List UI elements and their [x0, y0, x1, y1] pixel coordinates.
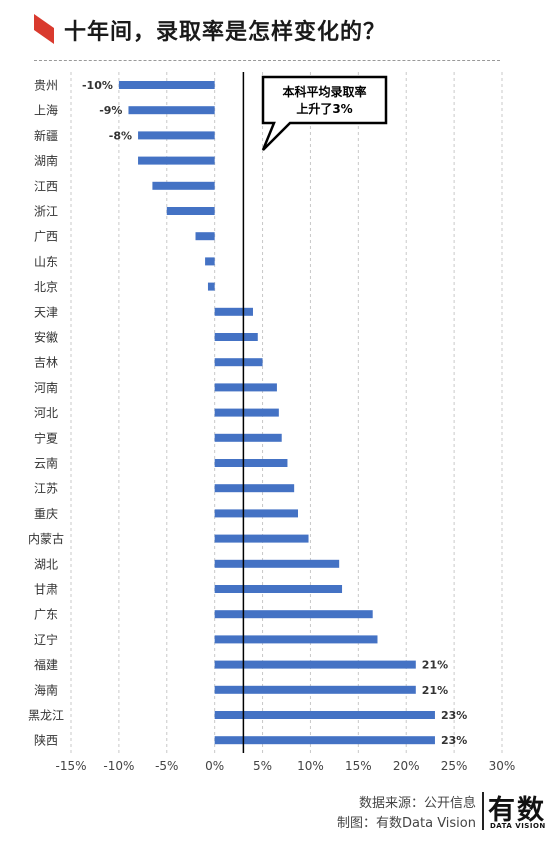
callout-box	[261, 75, 388, 151]
category-label: 天津	[34, 305, 58, 319]
data-label: 23%	[441, 709, 467, 722]
bar	[214, 383, 277, 392]
category-label: 安徽	[34, 330, 58, 345]
data-label: 23%	[441, 734, 467, 747]
bar	[138, 131, 215, 140]
data-labels: -10% -9% -8% 21% 21% 23% 23%	[82, 79, 467, 747]
grid-lines	[70, 72, 503, 753]
brand-logo-subtitle: DATA VISION	[490, 822, 546, 830]
brand-logo: 有数	[488, 795, 546, 826]
x-tick-label: -5%	[155, 759, 178, 773]
category-label: 湖北	[34, 556, 58, 571]
callout-text-line2: 上升了3%	[296, 101, 352, 116]
category-label: 上海	[34, 103, 58, 118]
data-label: 21%	[422, 659, 448, 672]
category-label: 重庆	[34, 507, 58, 521]
category-label: 陕西	[34, 733, 58, 748]
bar	[214, 534, 309, 543]
data-label: -10%	[82, 79, 113, 92]
bar	[214, 358, 263, 367]
bar	[214, 433, 282, 442]
bar	[128, 106, 215, 115]
bar	[118, 81, 215, 89]
page-title: 十年间，录取率是怎样变化的？	[64, 20, 387, 45]
bar	[214, 635, 378, 644]
bar	[152, 181, 215, 190]
callout-text-line1: 本科平均录取率	[282, 84, 366, 99]
bar	[214, 484, 295, 493]
category-label: 浙江	[34, 205, 58, 219]
bars	[118, 81, 435, 745]
bar	[205, 257, 215, 266]
x-tick-label: 30%	[489, 759, 516, 773]
bar	[214, 459, 288, 467]
category-label: 海南	[34, 682, 58, 697]
category-label: 广东	[34, 608, 58, 622]
category-label: 宁夏	[34, 430, 58, 445]
category-label: 新疆	[34, 128, 58, 143]
x-tick-label: 5%	[253, 759, 272, 773]
x-tick-label: 20%	[393, 759, 420, 773]
bar	[214, 333, 258, 341]
data-label: -9%	[99, 104, 122, 117]
category-label: 山东	[34, 255, 58, 269]
category-label: 湖南	[34, 153, 58, 168]
x-tick-label: -15%	[55, 759, 86, 773]
category-label: 广西	[34, 230, 58, 244]
bar	[214, 307, 253, 316]
bar	[214, 685, 416, 694]
source-note: 数据来源：公开信息	[358, 796, 476, 811]
x-tick-label: 0%	[205, 759, 224, 773]
title-divider	[34, 60, 500, 61]
bar	[214, 408, 279, 417]
category-label: 贵州	[34, 79, 58, 93]
category-label: 云南	[34, 456, 58, 471]
bar	[207, 282, 215, 291]
bar	[214, 585, 343, 593]
bar	[214, 610, 373, 619]
bar	[214, 660, 416, 669]
category-label: 内蒙古	[28, 531, 64, 546]
bar	[195, 232, 215, 241]
category-label: 北京	[34, 280, 58, 294]
category-label: 黑龙江	[28, 709, 64, 723]
bar	[214, 736, 435, 745]
bar	[166, 207, 215, 215]
category-label: 辽宁	[34, 632, 58, 647]
category-label: 河北	[34, 406, 58, 420]
category-label: 甘肃	[34, 583, 58, 597]
data-label: -8%	[109, 129, 132, 142]
bar	[214, 711, 435, 719]
data-label: 21%	[422, 684, 448, 697]
category-label: 吉林	[34, 356, 58, 370]
logo-divider	[482, 792, 484, 830]
category-labels: 贵州上海新疆湖南江西浙江广西山东北京天津安徽吉林河南河北宁夏云南江苏重庆内蒙古湖…	[28, 79, 64, 748]
x-tick-label: 15%	[345, 759, 372, 773]
credit-note: 制图：有数Data Vision	[337, 816, 476, 831]
x-tick-label: 25%	[441, 759, 468, 773]
x-tick-label: -10%	[103, 759, 134, 773]
category-label: 河南	[34, 380, 58, 395]
bar	[214, 509, 298, 518]
bar	[138, 156, 215, 165]
bar	[214, 559, 340, 568]
category-label: 江西	[34, 179, 58, 193]
x-tick-label: 10%	[297, 759, 324, 773]
title-flag-icon	[34, 14, 54, 44]
x-axis-ticks: -15% -10% -5% 0% 5% 10% 15% 20% 25% 30%	[55, 759, 515, 773]
category-label: 福建	[34, 657, 58, 672]
bar-chart: 贵州上海新疆湖南江西浙江广西山东北京天津安徽吉林河南河北宁夏云南江苏重庆内蒙古湖…	[28, 72, 515, 773]
category-label: 江苏	[34, 482, 58, 496]
